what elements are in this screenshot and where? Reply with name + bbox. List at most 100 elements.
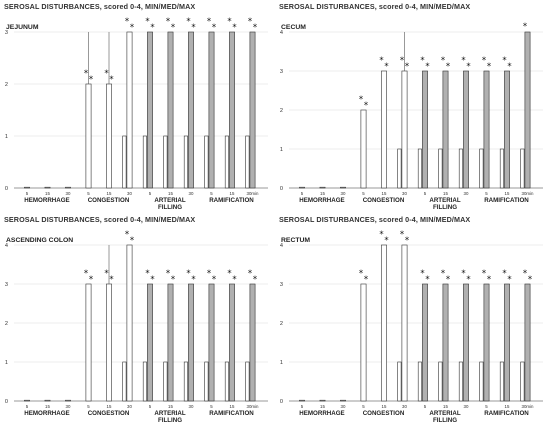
y-tick-label: 0 — [280, 399, 283, 405]
min-bar — [122, 361, 127, 402]
significance-star: * — [461, 56, 465, 66]
min-bar — [163, 361, 168, 402]
significance-star: * — [420, 269, 424, 279]
min-bar — [183, 135, 188, 189]
significance-star: * — [145, 17, 149, 27]
group-label: FILLING — [433, 204, 457, 211]
panel-label: JEJUNUM — [6, 24, 39, 31]
x-tick-label: 15 — [443, 191, 448, 196]
significance-star: * — [425, 62, 429, 72]
significance-star: * — [166, 269, 170, 279]
y-tick-label: 1 — [280, 360, 283, 366]
min-bar — [397, 148, 402, 189]
min-bar — [479, 148, 484, 189]
group-label: CONGESTION — [363, 410, 405, 417]
min-bar — [224, 135, 229, 189]
median-bar — [422, 283, 428, 402]
y-tick-label: 4 — [280, 243, 283, 249]
x-tick-label: 5 — [362, 191, 365, 196]
x-tick-label: 5 — [301, 191, 304, 196]
x-tick-label: 15 — [45, 191, 50, 196]
chart-svg-ascending-colon: SEROSAL DISTURBANCES, scored 0-4, MIN/ME… — [4, 215, 268, 424]
x-tick-label: 30min — [247, 404, 260, 409]
chart-svg-cecum: SEROSAL DISTURBANCES, scored 0-4, MIN/ME… — [279, 2, 543, 211]
x-tick-label: 5 — [424, 191, 427, 196]
x-tick-label: 15 — [505, 191, 510, 196]
median-bar — [463, 283, 469, 402]
x-tick-label: 30 — [189, 191, 194, 196]
group-label: CONGESTION — [88, 197, 130, 204]
significance-star: * — [227, 269, 231, 279]
group-label: RAMIFICATION — [484, 410, 529, 417]
median-bar — [483, 70, 490, 189]
x-tick-label: 5 — [87, 191, 90, 196]
group-label: FILLING — [433, 417, 457, 424]
x-tick-label: 15 — [168, 404, 173, 409]
panel-label: ASCENDING COLON — [6, 237, 73, 244]
significance-star: * — [166, 17, 170, 27]
min-bar — [417, 361, 422, 402]
significance-star: * — [384, 62, 388, 72]
x-tick-label: 5 — [210, 191, 213, 196]
chart-title: SEROSAL DISTURBANCES, scored 0-4, MIN/ME… — [4, 215, 195, 224]
x-tick-label: 30 — [464, 191, 469, 196]
x-tick-label: 30 — [341, 191, 346, 196]
median-bar — [463, 70, 469, 189]
significance-star: * — [482, 269, 486, 279]
significance-star: * — [212, 23, 216, 33]
y-tick-label: 2 — [280, 108, 283, 114]
median-bar — [422, 70, 428, 189]
significance-star: * — [379, 230, 383, 240]
significance-star: * — [207, 269, 211, 279]
median-bar — [229, 283, 235, 402]
significance-star: * — [507, 275, 511, 285]
x-tick-label: 30 — [66, 191, 71, 196]
chart-panel-rectum: SEROSAL DISTURBANCES, scored 0-4, MIN/ME… — [275, 213, 550, 427]
significance-star: * — [502, 56, 506, 66]
significance-star: * — [232, 275, 236, 285]
median-bar — [24, 186, 30, 189]
median-bar — [319, 399, 326, 402]
median-bar — [299, 186, 305, 189]
median-bar — [126, 31, 133, 189]
median-bar — [188, 283, 194, 402]
significance-star: * — [420, 56, 424, 66]
y-tick-label: 3 — [5, 30, 8, 36]
x-tick-label: 15 — [107, 191, 112, 196]
significance-star: * — [528, 275, 532, 285]
significance-star: * — [232, 23, 236, 33]
chart-title: SEROSAL DISTURBANCES, scored 0-4, MIN/ME… — [4, 2, 195, 11]
x-tick-label: 15 — [382, 191, 387, 196]
x-tick-label: 30 — [189, 404, 194, 409]
y-tick-label: 4 — [280, 30, 283, 36]
chart-panel-ascending-colon: SEROSAL DISTURBANCES, scored 0-4, MIN/ME… — [0, 213, 275, 427]
median-bar — [208, 31, 215, 189]
significance-star: * — [523, 269, 527, 279]
x-tick-label: 30min — [522, 191, 535, 196]
median-bar — [85, 83, 92, 189]
panel-label: RECTUM — [281, 237, 310, 244]
min-bar — [499, 361, 504, 402]
min-bar — [245, 135, 250, 189]
min-bar — [438, 148, 443, 189]
significance-star: * — [191, 275, 195, 285]
x-tick-label: 5 — [301, 404, 304, 409]
min-bar — [204, 361, 209, 402]
group-label: CONGESTION — [88, 410, 130, 417]
y-tick-label: 0 — [5, 186, 8, 192]
min-bar — [417, 148, 422, 189]
significance-star: * — [150, 23, 154, 33]
significance-star: * — [502, 269, 506, 279]
panel-label: CECUM — [281, 24, 306, 31]
significance-star: * — [400, 56, 404, 66]
group-label: RAMIFICATION — [209, 410, 254, 417]
significance-star: * — [84, 269, 88, 279]
x-tick-label: 15 — [230, 191, 235, 196]
median-bar — [340, 399, 346, 402]
median-bar — [401, 244, 408, 402]
y-tick-label: 4 — [5, 243, 8, 249]
group-label: CONGESTION — [363, 197, 405, 204]
significance-star: * — [130, 23, 134, 33]
chart-svg-jejunum: SEROSAL DISTURBANCES, scored 0-4, MIN/ME… — [4, 2, 268, 211]
significance-star: * — [104, 69, 108, 79]
